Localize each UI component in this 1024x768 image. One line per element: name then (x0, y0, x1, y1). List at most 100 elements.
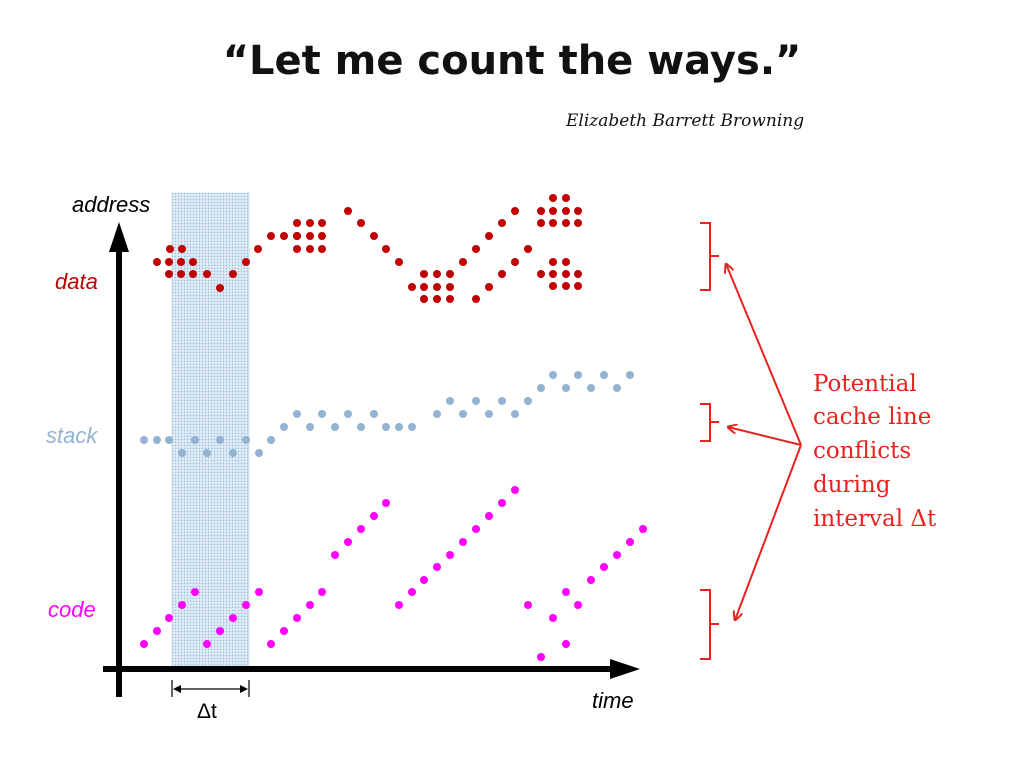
data-access-dot (459, 258, 467, 266)
annotation-text: Potential cache line conflicts during in… (813, 371, 937, 532)
stack-access-dot (255, 449, 263, 457)
code-access-dot (357, 525, 365, 533)
code-access-dot (613, 551, 621, 559)
data-accesses (153, 194, 582, 303)
stack-access-dot (318, 410, 326, 418)
data-access-dot (549, 194, 557, 202)
data-access-dot (306, 232, 314, 240)
code-access-dot (433, 563, 441, 571)
data-access-dot (254, 245, 262, 253)
stack-access-dot (357, 423, 365, 431)
code-access-dot (587, 576, 595, 584)
data-access-dot (537, 270, 545, 278)
data-access-dot (511, 258, 519, 266)
code-access-dot (140, 640, 148, 648)
stack-access-dot (433, 410, 441, 418)
data-access-dot (177, 258, 185, 266)
data-access-dot (153, 258, 161, 266)
data-access-dot (178, 245, 186, 253)
code-access-dot (395, 601, 403, 609)
code-access-dot (600, 563, 608, 571)
code-access-dot (255, 588, 263, 596)
data-access-dot (549, 270, 557, 278)
code-access-dot (446, 551, 454, 559)
data-access-dot (562, 207, 570, 215)
annotation-line-5: interval Δt (813, 506, 937, 532)
stack-access-dot (203, 449, 211, 457)
code-access-dot (370, 512, 378, 520)
stack-access-dot (562, 384, 570, 392)
data-access-dot (166, 245, 174, 253)
data-access-dot (293, 232, 301, 240)
data-access-dot (189, 258, 197, 266)
code-access-dot (639, 525, 647, 533)
stack-access-dot (331, 423, 339, 431)
stack-access-dot (549, 371, 557, 379)
code-access-dot (511, 486, 519, 494)
stack-access-dot (485, 410, 493, 418)
code-access-dot (472, 525, 480, 533)
stack-access-dot (524, 397, 532, 405)
data-access-dot (433, 295, 441, 303)
data-access-dot (472, 245, 480, 253)
annotation-line-3: conflicts (813, 438, 911, 464)
data-access-dot (537, 207, 545, 215)
annotation-line-2: cache line (813, 404, 931, 430)
quote-attribution: Elizabeth Barrett Browning (566, 111, 805, 131)
stack-access-dot (459, 410, 467, 418)
data-access-dot (562, 219, 570, 227)
data-access-dot (446, 270, 454, 278)
code-access-dot (498, 499, 506, 507)
stack-access-dot (242, 436, 250, 444)
stack-access-dot (537, 384, 545, 392)
stack-access-dot (613, 384, 621, 392)
data-access-dot (165, 258, 173, 266)
stack-access-dot (472, 397, 480, 405)
code-access-dot (203, 640, 211, 648)
data-access-dot (357, 219, 365, 227)
data-access-dot (511, 207, 519, 215)
code-access-dot (459, 538, 467, 546)
stack-access-dot (153, 436, 161, 444)
stack-access-dot (600, 371, 608, 379)
code-access-dot (267, 640, 275, 648)
data-access-dot (562, 282, 570, 290)
bracket-code (700, 589, 719, 660)
data-access-dot (203, 270, 211, 278)
code-access-dot (306, 601, 314, 609)
data-access-dot (306, 219, 314, 227)
data-access-dot (420, 283, 428, 291)
data-access-dot (433, 270, 441, 278)
bracket-data (700, 222, 719, 291)
x-axis-arrowhead (610, 659, 640, 679)
code-access-dot (242, 601, 250, 609)
stack-access-dot (191, 436, 199, 444)
stack-access-dot (370, 410, 378, 418)
data-access-dot (549, 282, 557, 290)
conflict-arrows (726, 264, 802, 620)
data-access-dot (408, 283, 416, 291)
data-access-dot (537, 219, 545, 227)
data-access-dot (524, 245, 532, 253)
data-access-dot (267, 232, 275, 240)
code-access-dot (485, 512, 493, 520)
stack-access-dot (216, 436, 224, 444)
data-access-dot (189, 270, 197, 278)
stack-access-dot (293, 410, 301, 418)
arrow-to-code (735, 444, 802, 620)
data-access-dot (229, 270, 237, 278)
annotation-line-4: during (813, 472, 891, 498)
code-access-dot (562, 640, 570, 648)
data-access-dot (562, 194, 570, 202)
stack-access-dot (626, 371, 634, 379)
data-access-dot (446, 283, 454, 291)
data-access-dot (472, 295, 480, 303)
annotation-line-1: Potential (813, 371, 917, 397)
data-access-dot (318, 219, 326, 227)
data-access-dot (562, 258, 570, 266)
data-access-dot (420, 295, 428, 303)
data-access-dot (549, 207, 557, 215)
slide-title: “Let me count the ways.” (222, 38, 802, 84)
code-access-dot (280, 627, 288, 635)
data-access-dot (574, 282, 582, 290)
